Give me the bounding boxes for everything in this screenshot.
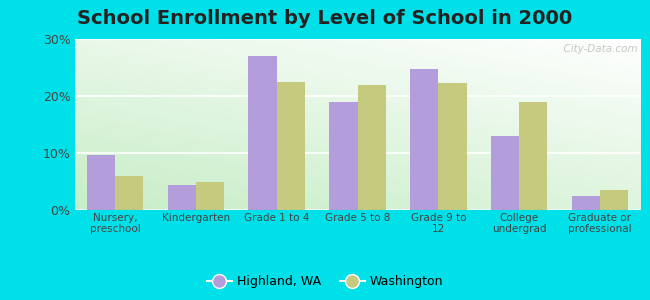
Bar [358, 85, 385, 210]
Bar [248, 56, 277, 210]
Text: School Enrollment by Level of School in 2000: School Enrollment by Level of School in … [77, 9, 573, 28]
Bar [519, 102, 547, 210]
Bar [600, 190, 628, 210]
Bar [438, 83, 467, 210]
Bar [571, 196, 600, 210]
Bar [115, 176, 144, 210]
Bar [87, 155, 115, 210]
Text: City-Data.com: City-Data.com [557, 44, 638, 54]
Bar [277, 82, 305, 210]
Bar [491, 136, 519, 210]
Bar [196, 182, 224, 210]
Bar [168, 185, 196, 210]
Legend: Highland, WA, Washington: Highland, WA, Washington [204, 273, 446, 291]
Bar [410, 69, 438, 210]
Bar [330, 102, 358, 210]
